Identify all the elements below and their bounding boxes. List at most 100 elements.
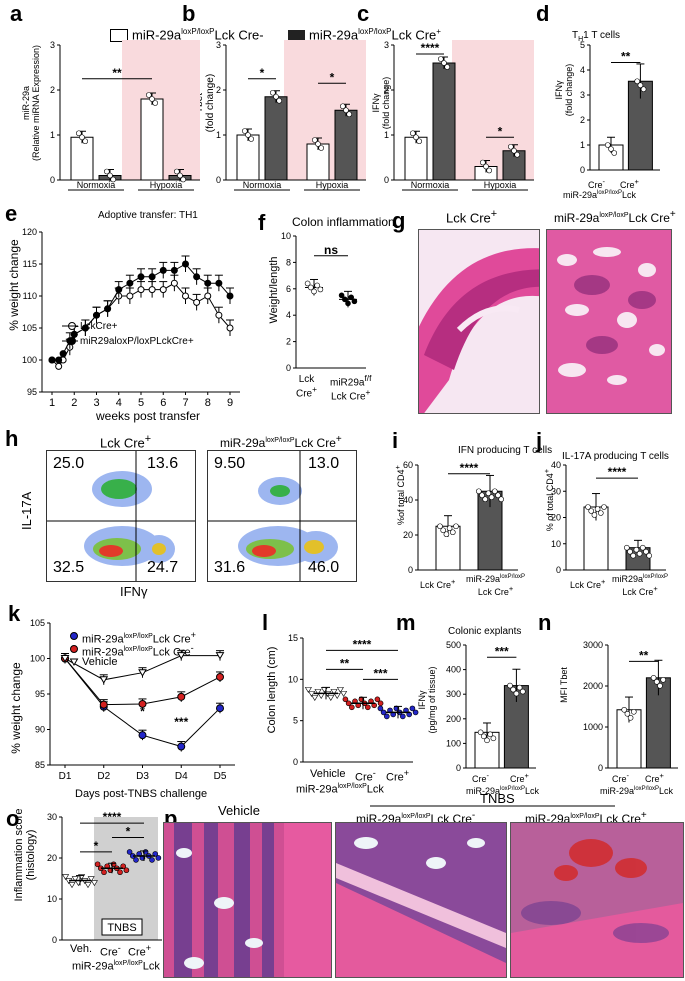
o-point xyxy=(68,882,76,889)
l-point xyxy=(399,713,406,720)
l-point xyxy=(304,687,312,693)
e-x-tick-label: 5 xyxy=(138,397,144,409)
n-x1: Cre- xyxy=(612,771,630,784)
n-point xyxy=(621,706,628,713)
b-point xyxy=(245,132,251,138)
e-point xyxy=(104,305,112,313)
panel-letter-h: h xyxy=(5,426,19,451)
i-y-tick-label: 20 xyxy=(403,530,413,540)
k-point xyxy=(177,692,186,701)
d-point xyxy=(608,146,614,152)
panel-letter-e: e xyxy=(5,201,18,226)
i-title: IFN producing T cells xyxy=(458,445,553,456)
k-y-tick-label: 90 xyxy=(35,725,45,735)
m-y-tick-label: 0 xyxy=(456,763,461,773)
n-point xyxy=(627,714,634,721)
e-point xyxy=(170,266,178,274)
h-left-title: Lck Cre+ xyxy=(100,433,152,451)
e-point xyxy=(148,273,156,281)
j-point xyxy=(597,510,604,516)
b-group-hypoxia: Hypoxia xyxy=(316,180,349,190)
n-group: miR-29aloxP/loxPLck xyxy=(600,786,674,796)
n-point xyxy=(630,708,637,715)
f-point xyxy=(304,280,311,287)
o-point xyxy=(62,874,70,881)
l-point xyxy=(336,687,344,693)
i-x2: miR-29aloxP/loxP Lck Cre+ xyxy=(466,574,526,597)
i-point xyxy=(449,529,456,536)
e-legend-1: LckCre+ xyxy=(80,321,118,332)
o-point xyxy=(123,867,130,874)
c-y-tick-label: 0 xyxy=(384,175,389,185)
p-vehicle-tissue xyxy=(164,823,331,977)
panel-letter-b: b xyxy=(182,1,196,26)
m-point xyxy=(519,688,526,695)
e-point xyxy=(115,286,123,294)
l-point xyxy=(311,695,319,701)
d-point xyxy=(637,82,644,89)
l-point xyxy=(383,713,390,720)
e-point xyxy=(137,286,145,294)
b-sig-label: * xyxy=(330,70,335,84)
o-group: miR-29aloxP/loxPLck xyxy=(72,960,160,973)
panel-letter-j: j xyxy=(536,428,543,453)
e-point xyxy=(55,362,63,370)
e-title: Adoptive transfer: TH1 xyxy=(98,210,198,221)
p-cre-minus-tissue xyxy=(336,823,506,977)
a-point xyxy=(104,168,110,175)
b-point xyxy=(318,145,325,151)
l-y-tick-label: 15 xyxy=(288,633,298,643)
e-point xyxy=(170,279,178,287)
l-sig-label: *** xyxy=(373,666,387,680)
c-point xyxy=(409,130,416,137)
o-point xyxy=(133,857,139,863)
m-point xyxy=(516,684,523,691)
m-title: Colonic explants xyxy=(448,626,522,637)
l-sig-label: ** xyxy=(340,656,350,670)
j-point xyxy=(627,548,633,555)
b-point xyxy=(311,137,318,143)
panel-letter-c: c xyxy=(357,1,370,26)
k-point xyxy=(215,652,225,660)
j-point xyxy=(585,504,591,510)
g-right-title: miR-29aloxP/loxPLck Cre+ xyxy=(554,209,676,225)
j-point xyxy=(588,508,595,514)
k-y-tick-label: 95 xyxy=(35,689,45,699)
c-point xyxy=(514,151,521,158)
c-point xyxy=(483,163,489,170)
b-y-tick-label: 0 xyxy=(216,175,221,185)
g-left-tissue xyxy=(419,248,539,413)
m-point xyxy=(490,735,497,742)
h-right-title: miR-29aloxP/loxPLck Cre+ xyxy=(220,434,342,450)
o-point xyxy=(87,876,95,883)
b-point xyxy=(248,136,254,142)
j-point xyxy=(594,506,601,512)
c-point xyxy=(511,147,517,154)
e-point xyxy=(81,324,89,332)
l-x2: Cre- xyxy=(355,768,376,784)
k-y-tick-label: 85 xyxy=(35,760,45,770)
f-point xyxy=(351,298,358,305)
legend-dark: miR-29aloxP/loxPLck Cre+ xyxy=(288,27,441,43)
k-legend-marker-1 xyxy=(70,632,78,640)
c-point xyxy=(444,64,451,70)
p-histology-cre-minus xyxy=(335,822,507,978)
l-point xyxy=(330,689,338,695)
l-sig-label: **** xyxy=(353,637,372,651)
h-right-q3: 31.6 xyxy=(214,559,246,576)
h-right-q1: 9.50 xyxy=(214,455,246,472)
j-title: IL-17A producing T cells xyxy=(562,451,669,462)
c-group-hypoxia: Hypoxia xyxy=(484,180,517,190)
m-point xyxy=(477,729,484,736)
panel-letter-f: f xyxy=(258,210,266,235)
k-x-tick-label: D5 xyxy=(214,771,227,782)
b-point xyxy=(343,107,349,114)
f-sig-label: ns xyxy=(324,243,338,257)
h-left-density xyxy=(47,451,195,581)
d-sig-label: ** xyxy=(621,50,631,64)
l-point xyxy=(348,704,355,711)
a-point xyxy=(146,92,152,98)
d-group: miR-29aloxP/loxPLck xyxy=(563,190,637,200)
a-point xyxy=(107,172,113,179)
